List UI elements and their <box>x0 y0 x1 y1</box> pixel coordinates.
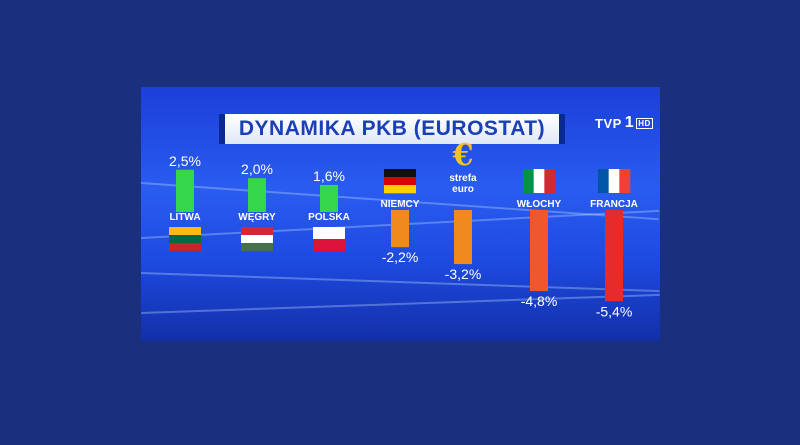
value-label: -4,8% <box>521 293 558 309</box>
value-label: -2,2% <box>382 249 419 265</box>
bar-group: -2,2% NIEMCY <box>381 169 420 265</box>
value-label: -3,2% <box>445 266 482 282</box>
value-label: -5,4% <box>596 303 633 319</box>
value-label: 2,0% <box>241 161 273 177</box>
bar <box>454 210 472 265</box>
category-label: FRANCJA <box>590 199 638 210</box>
chart-title: DYNAMIKA PKB (EUROSTAT) <box>238 117 546 140</box>
category-label: WŁOCHY <box>517 199 562 210</box>
gdp-bar-chart: 2,5%LITWA2,0%WĘGRY1,6%POLSKA-2,2%NIEMCY-… <box>169 138 638 319</box>
flag-lithuania-icon <box>169 227 201 252</box>
bar <box>320 184 338 212</box>
bar-group: 1,6% POLSKA <box>308 168 350 252</box>
flag-hungary-stripe <box>241 227 273 236</box>
category-label: POLSKA <box>308 212 350 223</box>
bar-group: -5,4% FRANCJA <box>590 169 638 319</box>
flag-france-stripe <box>608 169 620 193</box>
bar-group: 2,5% LITWA <box>169 153 201 252</box>
category-label: LITWA <box>169 212 200 223</box>
flag-germany-stripe <box>384 185 416 194</box>
bar <box>248 178 266 212</box>
tv-screen: DYNAMIKA PKB (EUROSTAT) TVP 1 HD 2,5% LIT… <box>141 87 660 341</box>
flag-poland-stripe <box>313 239 345 252</box>
bar-group: -4,8% WŁOCHY <box>517 169 562 309</box>
flag-italy-stripe <box>523 169 534 193</box>
flag-poland-icon <box>313 227 345 252</box>
flag-lithuania-stripe <box>169 243 201 252</box>
flag-hungary-icon <box>241 227 273 252</box>
bar-group: 2,0% WĘGRY <box>238 161 276 252</box>
channel-logo-name: TVP <box>595 115 622 131</box>
category-label: WĘGRY <box>238 212 276 223</box>
bar <box>530 210 548 292</box>
category-label: NIEMCY <box>381 199 420 210</box>
flag-italy-icon <box>523 169 556 193</box>
euro-icon: € <box>452 138 474 173</box>
flag-france-stripe <box>619 169 631 193</box>
channel-logo-hd: HD <box>636 117 653 129</box>
category-label: euro <box>452 184 474 195</box>
value-label: 2,5% <box>169 153 201 169</box>
flag-germany-stripe <box>384 177 416 186</box>
flag-italy-stripe <box>544 169 556 193</box>
flag-germany-stripe <box>384 169 416 178</box>
channel-logo-number: 1 <box>624 114 635 131</box>
flag-lithuania-stripe <box>169 227 201 236</box>
flag-hungary-stripe <box>241 243 273 252</box>
category-label: strefa <box>449 173 477 184</box>
flag-hungary-stripe <box>241 235 273 244</box>
flag-germany-icon <box>384 169 416 194</box>
flag-italy-stripe <box>533 169 545 193</box>
value-label: 1,6% <box>313 168 345 184</box>
channel-logo: TVP 1 HD <box>595 114 653 132</box>
bar <box>605 210 623 302</box>
flag-france-icon <box>598 169 631 193</box>
flag-lithuania-stripe <box>169 235 201 244</box>
flag-france-stripe <box>598 169 609 193</box>
flag-poland-stripe <box>313 227 345 240</box>
title-banner: DYNAMIKA PKB (EUROSTAT) <box>219 114 565 144</box>
bar <box>391 210 409 248</box>
bar <box>176 169 194 212</box>
